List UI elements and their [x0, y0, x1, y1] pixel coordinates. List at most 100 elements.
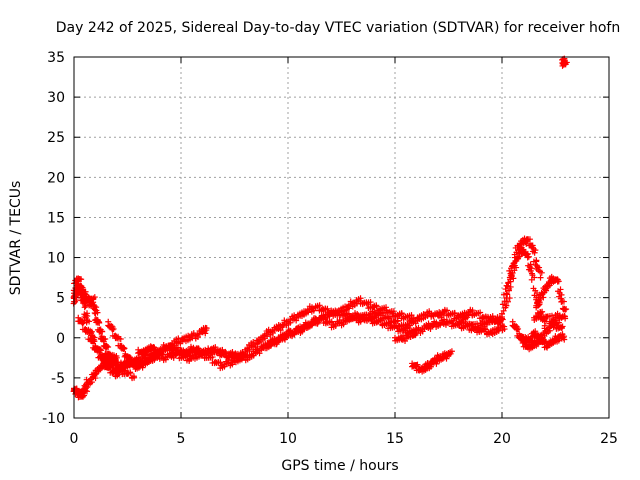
data-point: [538, 269, 545, 276]
series-track-c: [70, 283, 138, 382]
data-point: [87, 329, 94, 336]
data-point: [110, 325, 117, 332]
data-point: [398, 310, 405, 317]
data-point: [507, 278, 514, 285]
series-track-o: [456, 313, 506, 333]
data-point: [500, 307, 507, 314]
data-point: [503, 302, 510, 309]
data-point: [506, 295, 513, 302]
data-point: [80, 319, 87, 326]
data-point: [343, 310, 350, 317]
data-point: [130, 373, 137, 380]
x-axis-label: GPS time / hours: [281, 458, 398, 474]
data-point: [558, 325, 565, 332]
data-point: [109, 326, 116, 333]
data-point: [100, 336, 107, 343]
data-point: [347, 298, 354, 305]
data-point: [441, 306, 448, 313]
x-tick-label: 20: [493, 431, 511, 447]
data-point: [107, 357, 114, 364]
x-tick-label: 0: [70, 431, 79, 447]
data-point: [524, 236, 531, 243]
data-point: [78, 283, 85, 290]
data-point: [82, 288, 89, 295]
data-point: [127, 355, 134, 362]
data-point: [558, 298, 565, 305]
series-track-d: [75, 314, 133, 372]
data-point: [81, 304, 88, 311]
data-point: [322, 305, 329, 312]
data-point: [90, 296, 97, 303]
data-point: [215, 359, 222, 366]
data-point: [533, 258, 540, 265]
data-point: [150, 344, 157, 351]
series-track-n: [409, 348, 455, 375]
y-axis-label: SDTVAR / TECUs: [8, 181, 24, 296]
y-tick-label: -5: [51, 371, 65, 387]
x-tick-label: 15: [386, 431, 404, 447]
data-point: [97, 347, 104, 354]
data-point: [316, 302, 323, 309]
y-tick-label: 30: [47, 90, 65, 106]
y-tick-label: 25: [47, 130, 65, 146]
data-point: [520, 246, 527, 253]
data-point: [431, 318, 438, 325]
series-track-t: [533, 273, 570, 313]
data-point: [353, 314, 360, 321]
data-point: [120, 346, 127, 353]
data-point: [504, 298, 511, 305]
data-point: [388, 308, 395, 315]
axis-ticks: -10 -5 0 5 10 15 20 25 30 35 0 5 10 15 20 25: [42, 50, 618, 447]
series-track-k: [263, 307, 411, 352]
data-point: [177, 346, 184, 353]
series-track-g: [135, 348, 251, 372]
data-point: [158, 351, 165, 358]
data-point: [504, 291, 511, 298]
data-point: [447, 350, 454, 357]
data-point: [96, 319, 103, 326]
y-tick-label: 35: [47, 50, 65, 66]
y-tick-label: 10: [47, 251, 65, 267]
data-point: [450, 317, 457, 324]
data-point: [562, 59, 569, 66]
data-point: [222, 348, 229, 355]
data-point: [369, 308, 376, 315]
data-point: [539, 308, 546, 315]
x-tick-label: 5: [177, 431, 186, 447]
data-point: [78, 276, 85, 283]
data-point: [477, 309, 484, 316]
data-point: [326, 318, 333, 325]
data-point: [524, 254, 531, 261]
data-point: [528, 276, 535, 283]
data-point: [513, 326, 520, 333]
data-point: [90, 338, 97, 345]
y-tick-label: 0: [56, 331, 65, 347]
data-point: [388, 313, 395, 320]
data-point: [507, 283, 514, 290]
data-point: [467, 306, 474, 313]
plot-frame: [73, 56, 610, 419]
x-tick-label: 25: [600, 431, 618, 447]
data-point: [562, 306, 569, 313]
data-point: [199, 349, 206, 356]
data-point: [209, 354, 216, 361]
data-point: [91, 309, 98, 316]
y-tick-label: -10: [42, 411, 65, 427]
data-point: [521, 337, 528, 344]
data-point: [306, 303, 313, 310]
data-point: [100, 353, 107, 360]
data-point: [232, 350, 239, 357]
data-point: [498, 311, 505, 318]
data-point: [555, 278, 562, 285]
data-point: [464, 314, 471, 321]
data-point: [474, 320, 481, 327]
data-point: [503, 290, 510, 297]
data-point: [338, 307, 345, 314]
data-point: [130, 360, 137, 367]
data-point: [127, 369, 134, 376]
data-point: [562, 315, 569, 322]
data-point: [537, 274, 544, 281]
data-point: [434, 352, 441, 359]
data-point: [82, 303, 89, 310]
data-points: [70, 55, 570, 401]
